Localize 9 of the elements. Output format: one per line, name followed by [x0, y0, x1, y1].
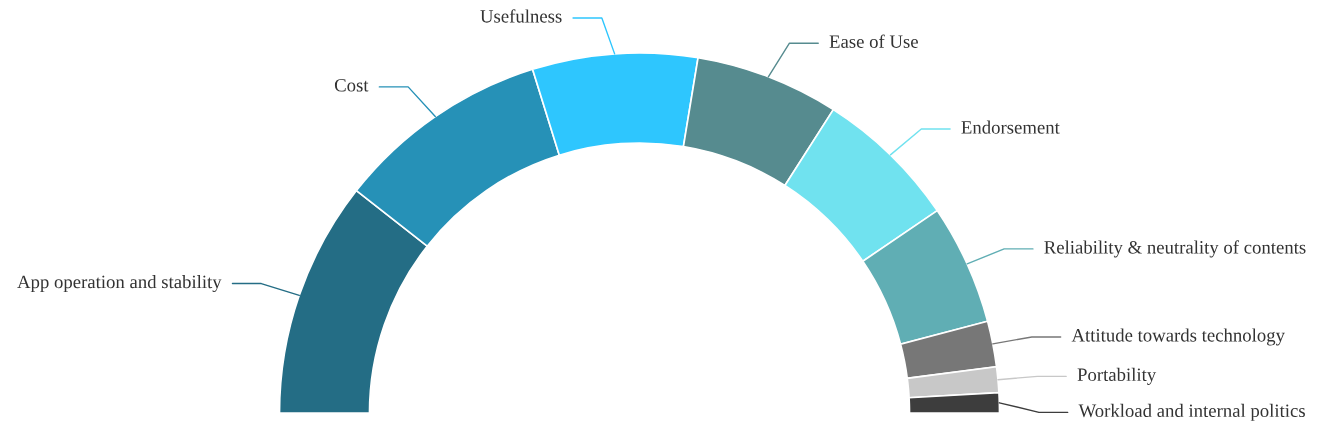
slice-label: Reliability & neutrality of contents — [1044, 240, 1306, 258]
slice-label: Endorsement — [961, 120, 1060, 134]
slice-label: Portability — [1077, 367, 1157, 385]
slice-label: Attitude towards technology — [1071, 328, 1285, 346]
slice-label: Usefulness — [480, 9, 562, 23]
slice-label: Ease of Use — [829, 34, 918, 48]
slice-label: Workload and internal politics — [1078, 403, 1305, 421]
slice-label: App operation and stability — [17, 275, 222, 293]
slice-label: Cost — [334, 78, 369, 92]
